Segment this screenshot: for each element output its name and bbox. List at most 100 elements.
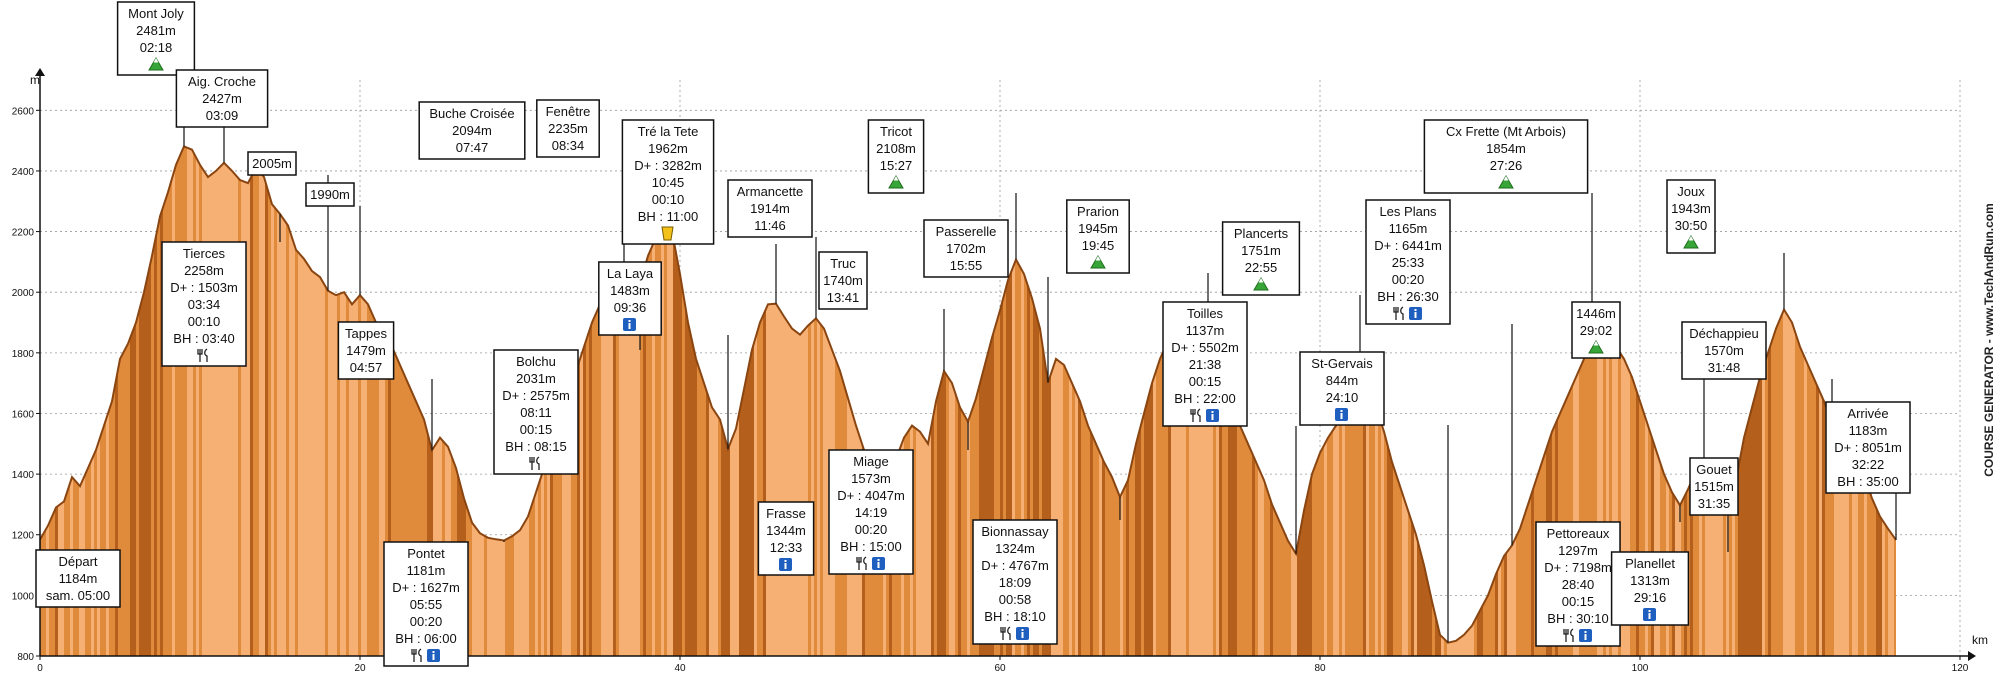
- profile-stripe: [148, 146, 151, 656]
- profile-stripe: [1789, 146, 1792, 656]
- waypoint-label: Pontet 1181m D+ : 1627m 05:55 00:20 BH : 06:0…: [383, 540, 505, 667]
- profile-stripe: [391, 146, 394, 656]
- info-icon-dot: [1584, 631, 1587, 633]
- profile-stripe: [283, 146, 286, 656]
- profile-stripe: [604, 146, 607, 656]
- profile-stripe: [409, 146, 412, 656]
- profile-stripe: [826, 146, 829, 656]
- waypoint-text: St-Gervais: [1311, 356, 1373, 371]
- profile-stripe: [1006, 146, 1009, 656]
- waypoint-text: 31:48: [1708, 360, 1741, 375]
- y-tick-label: 2400: [12, 167, 35, 178]
- profile-stripe: [694, 146, 697, 656]
- waypoint-label: Tappes 1479m 04:57: [337, 321, 433, 451]
- profile-stripe: [1117, 146, 1120, 656]
- waypoint-text: 1751m: [1241, 243, 1281, 258]
- waypoint-text: sam. 05:00: [46, 588, 110, 603]
- profile-stripe: [241, 146, 244, 656]
- info-icon-dot: [1021, 629, 1024, 631]
- waypoint-text: 04:57: [350, 360, 383, 375]
- profile-stripe: [994, 146, 997, 656]
- profile-stripe: [592, 146, 595, 656]
- info-icon-stem: [1648, 613, 1651, 619]
- waypoint-text: Bionnassay: [981, 524, 1049, 539]
- info-icon-dot: [1414, 309, 1417, 311]
- profile-stripe: [139, 146, 142, 656]
- profile-stripe: [1108, 146, 1111, 656]
- profile-stripe: [121, 146, 124, 656]
- waypoint-text: BH : 30:10: [1547, 611, 1608, 626]
- profile-stripe: [1417, 146, 1420, 656]
- mountain-snow-icon: [1688, 236, 1694, 241]
- waypoint-label: Frasse 1344m 12:33: [757, 491, 881, 576]
- profile-stripe: [1396, 146, 1399, 656]
- profile-stripe: [610, 146, 613, 656]
- profile-stripe: [769, 146, 772, 656]
- waypoint-text: 1313m: [1630, 573, 1670, 588]
- profile-stripe: [1129, 146, 1132, 656]
- waypoint-text: D+ : 4767m: [981, 558, 1049, 573]
- info-icon-stem: [1211, 414, 1214, 420]
- waypoint-annotations: Départ 1184m sam. 05:00 Mont Joly 2481m 02:18…: [35, 1, 1911, 667]
- profile-stripe: [142, 146, 145, 656]
- knife-icon: [204, 348, 208, 362]
- mountain-icon: [1498, 175, 1514, 189]
- profile-stripe: [385, 146, 388, 656]
- waypoint-label: Truc 1740m 13:41: [818, 251, 945, 372]
- profile-stripe: [583, 146, 586, 656]
- profile-stripe: [1606, 146, 1609, 656]
- profile-stripe: [1885, 146, 1888, 656]
- profile-stripe: [691, 146, 694, 656]
- waypoint-text: Toilles: [1187, 306, 1224, 321]
- profile-stripe: [622, 146, 625, 656]
- profile-stripe: [829, 146, 832, 656]
- waypoint-text: 1183m: [1849, 423, 1888, 438]
- profile-stripe: [1291, 146, 1294, 656]
- profile-stripe: [247, 146, 250, 656]
- profile-stripe: [1786, 146, 1789, 656]
- profile-stripe: [1573, 146, 1576, 656]
- waypoint-label: Bionnassay 1324m D+ : 4767m 18:09 00:58 BH : …: [972, 497, 1121, 645]
- profile-stripe: [772, 146, 775, 656]
- y-tick-label: 1000: [12, 591, 35, 602]
- profile-stripe: [1780, 146, 1783, 656]
- profile-stripe: [190, 146, 193, 656]
- profile-stripe: [328, 146, 331, 656]
- knife-icon: [863, 556, 867, 570]
- waypoint-text: 844m: [1326, 373, 1359, 388]
- profile-stripe: [1588, 146, 1591, 656]
- profile-stripe: [268, 146, 271, 656]
- waypoint-box: [972, 519, 1058, 645]
- profile-stripe: [940, 146, 943, 656]
- profile-stripe: [961, 146, 964, 656]
- profile-stripe: [1063, 146, 1066, 656]
- profile-stripe: [346, 146, 349, 656]
- waypoint-text: Frasse: [766, 506, 806, 521]
- profile-stripe: [301, 146, 304, 656]
- profile-stripe: [580, 146, 583, 656]
- mountain-icon: [148, 57, 164, 71]
- profile-stripe: [1126, 146, 1129, 656]
- profile-stripe: [1153, 146, 1156, 656]
- mountain-snow-icon: [893, 176, 899, 181]
- profile-stripe: [307, 146, 310, 656]
- profile-stripe: [988, 146, 991, 656]
- profile-stripe: [937, 146, 940, 656]
- waypoint-text: Prarion: [1077, 204, 1119, 219]
- fork-icon: [1393, 307, 1399, 320]
- profile-stripe: [934, 146, 937, 656]
- waypoint-text: 00:20: [855, 522, 888, 537]
- waypoint-label: Prarion 1945m 19:45: [1066, 199, 1209, 309]
- profile-stripe: [1399, 146, 1402, 656]
- waypoint-text: 09:36: [614, 300, 647, 315]
- waypoint-text: 28:40: [1562, 577, 1595, 592]
- x-tick-label: 40: [674, 663, 686, 674]
- profile-stripe: [112, 146, 115, 656]
- profile-stripe: [376, 146, 379, 656]
- profile-stripe: [244, 146, 247, 656]
- waypoint-text: 2005m: [252, 156, 292, 171]
- profile-stripe: [1627, 146, 1630, 656]
- waypoint-box: [247, 151, 297, 176]
- waypoint-box: [727, 179, 813, 238]
- profile-stripe: [700, 146, 703, 656]
